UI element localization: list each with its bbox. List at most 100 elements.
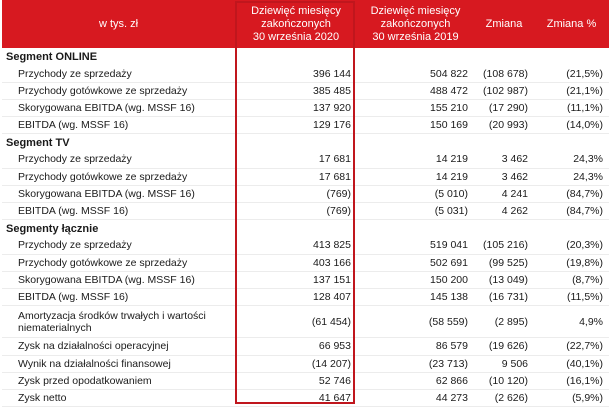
header-col-change: Zmiana	[474, 0, 534, 48]
row-label: Zysk na działalności operacyjnej	[2, 337, 235, 356]
row-label: Przychody gotówkowe ze sprzedaży	[2, 168, 235, 187]
value-change-pct: (22,7%)	[534, 337, 609, 356]
value-2020: 66 953	[235, 337, 357, 356]
table-row: Przychody gotówkowe ze sprzedaży 385 485 4…	[2, 82, 609, 101]
value-2020: 17 681	[235, 151, 357, 169]
section-title: Segmenty łącznie	[6, 222, 99, 235]
table-row: EBITDA (wg. MSSF 16) 128 407 145 138 (16 73…	[2, 288, 609, 307]
header-col-2019: Dziewięć miesięcy zakończonych 30 wrześn…	[357, 0, 474, 48]
header-col-2020-line-3: 30 września 2020	[252, 30, 340, 43]
table-row: Zysk na działalności operacyjnej 66 953 86…	[2, 337, 609, 356]
value-change-pct: 24,3%	[534, 151, 609, 169]
value-change-pct: (14,0%)	[534, 116, 609, 135]
row-label: Zysk przed opodatkowaniem	[2, 372, 235, 390]
value-2020: 17 681	[235, 168, 357, 187]
value-change-pct: (11,1%)	[534, 99, 609, 118]
value-change: (2 626)	[474, 389, 534, 408]
value-change: 4 241	[474, 185, 534, 204]
table-row: Skorygowana EBITDA (wg. MSSF 16) 137 151 1…	[2, 271, 609, 290]
value-change-pct: 24,3%	[534, 168, 609, 187]
value-2020: 403 166	[235, 254, 357, 272]
value-change-pct: (40,1%)	[534, 355, 609, 373]
row-label: Zysk netto	[2, 389, 235, 408]
value-change: (10 120)	[474, 372, 534, 390]
table-row: Zysk netto 41 647 44 273 (2 626) (5,9%)	[2, 389, 609, 408]
value-change: (13 049)	[474, 271, 534, 290]
value-change-pct: (11,5%)	[534, 288, 609, 307]
row-label: EBITDA (wg. MSSF 16)	[2, 202, 235, 221]
table-row: Przychody gotówkowe ze sprzedaży 17 681 14…	[2, 168, 609, 187]
value-change: (2 895)	[474, 305, 534, 339]
section-title: Segment ONLINE	[6, 50, 98, 63]
value-2019: 14 219	[357, 151, 474, 169]
value-2019: 62 866	[357, 372, 474, 390]
row-label: Wynik na działalności finansowej	[2, 355, 235, 373]
section-header-row: Segment ONLINE	[2, 48, 609, 65]
section-header-row: Segment TV	[2, 134, 609, 151]
row-label: Przychody ze sprzedaży	[2, 237, 235, 255]
value-change: (99 525)	[474, 254, 534, 272]
value-2019: 519 041	[357, 237, 474, 255]
value-change: (19 626)	[474, 337, 534, 356]
value-change: (108 678)	[474, 65, 534, 83]
header-col-2019-line-1: Dziewięć miesięcy	[370, 4, 461, 17]
table-row: Przychody ze sprzedaży 413 825 519 041 (105…	[2, 237, 609, 255]
value-2019: 86 579	[357, 337, 474, 356]
value-2019: 150 169	[357, 116, 474, 135]
value-change: 3 462	[474, 151, 534, 169]
table-row: Zysk przed opodatkowaniem 52 746 62 866 (10…	[2, 372, 609, 390]
value-change: (105 216)	[474, 237, 534, 255]
value-2020: 52 746	[235, 372, 357, 390]
value-2019: (23 713)	[357, 355, 474, 373]
value-2019: 145 138	[357, 288, 474, 307]
value-2019: (5 031)	[357, 202, 474, 221]
value-change-pct: (21,5%)	[534, 65, 609, 83]
value-change: 3 462	[474, 168, 534, 187]
value-change-pct: (19,8%)	[534, 254, 609, 272]
value-2020: 396 144	[235, 65, 357, 83]
value-2020: 413 825	[235, 237, 357, 255]
value-2020: (769)	[235, 185, 357, 204]
header-col-2020: Dziewięć miesięcy zakończonych 30 wrześn…	[235, 0, 357, 48]
value-change-pct: (20,3%)	[534, 237, 609, 255]
table-row: Amortyzacja środków trwałych i wartości …	[2, 305, 609, 339]
header-row: w tys. zł Dziewięć miesięcy zakończonych…	[2, 0, 609, 48]
header-col-2020-line-2: zakończonych	[261, 17, 331, 30]
table-row: Wynik na działalności finansowej (14 207)…	[2, 355, 609, 373]
row-label: Przychody gotówkowe ze sprzedaży	[2, 82, 235, 101]
value-change-pct: (21,1%)	[534, 82, 609, 101]
row-label: Przychody ze sprzedaży	[2, 65, 235, 83]
value-change: (17 290)	[474, 99, 534, 118]
value-2020: 385 485	[235, 82, 357, 101]
table-row: EBITDA (wg. MSSF 16) (769) (5 031) 4 262 (84…	[2, 202, 609, 221]
header-col-2020-line-1: Dziewięć miesięcy	[251, 4, 341, 17]
table-row: Przychody gotówkowe ze sprzedaży 403 166 5…	[2, 254, 609, 272]
header-col-change-pct: Zmiana %	[534, 0, 609, 48]
value-2019: 44 273	[357, 389, 474, 408]
table-row: Skorygowana EBITDA (wg. MSSF 16) (769) (5 …	[2, 185, 609, 204]
value-2020: (14 207)	[235, 355, 357, 373]
value-change-pct: (84,7%)	[534, 185, 609, 204]
row-label: Skorygowana EBITDA (wg. MSSF 16)	[2, 271, 235, 290]
value-2019: 488 472	[357, 82, 474, 101]
row-label: Amortyzacja środków trwałych i wartości …	[2, 305, 235, 339]
value-2019: 504 822	[357, 65, 474, 83]
header-col-2019-line-3: 30 września 2019	[372, 30, 459, 43]
value-2019: 502 691	[357, 254, 474, 272]
value-change-pct: (84,7%)	[534, 202, 609, 221]
value-2020: 128 407	[235, 288, 357, 307]
header-unit-label: w tys. zł	[2, 0, 235, 48]
value-2020: 137 151	[235, 271, 357, 290]
row-label: EBITDA (wg. MSSF 16)	[2, 116, 235, 135]
value-2020: 129 176	[235, 116, 357, 135]
section-title: Segment TV	[6, 136, 70, 149]
value-change: (20 993)	[474, 116, 534, 135]
value-change-pct: (5,9%)	[534, 389, 609, 408]
value-2019: 155 210	[357, 99, 474, 118]
table-row: EBITDA (wg. MSSF 16) 129 176 150 169 (20 99…	[2, 116, 609, 135]
value-2019: (58 559)	[357, 305, 474, 339]
value-2019: (5 010)	[357, 185, 474, 204]
row-label: Przychody gotówkowe ze sprzedaży	[2, 254, 235, 272]
value-change: (16 731)	[474, 288, 534, 307]
